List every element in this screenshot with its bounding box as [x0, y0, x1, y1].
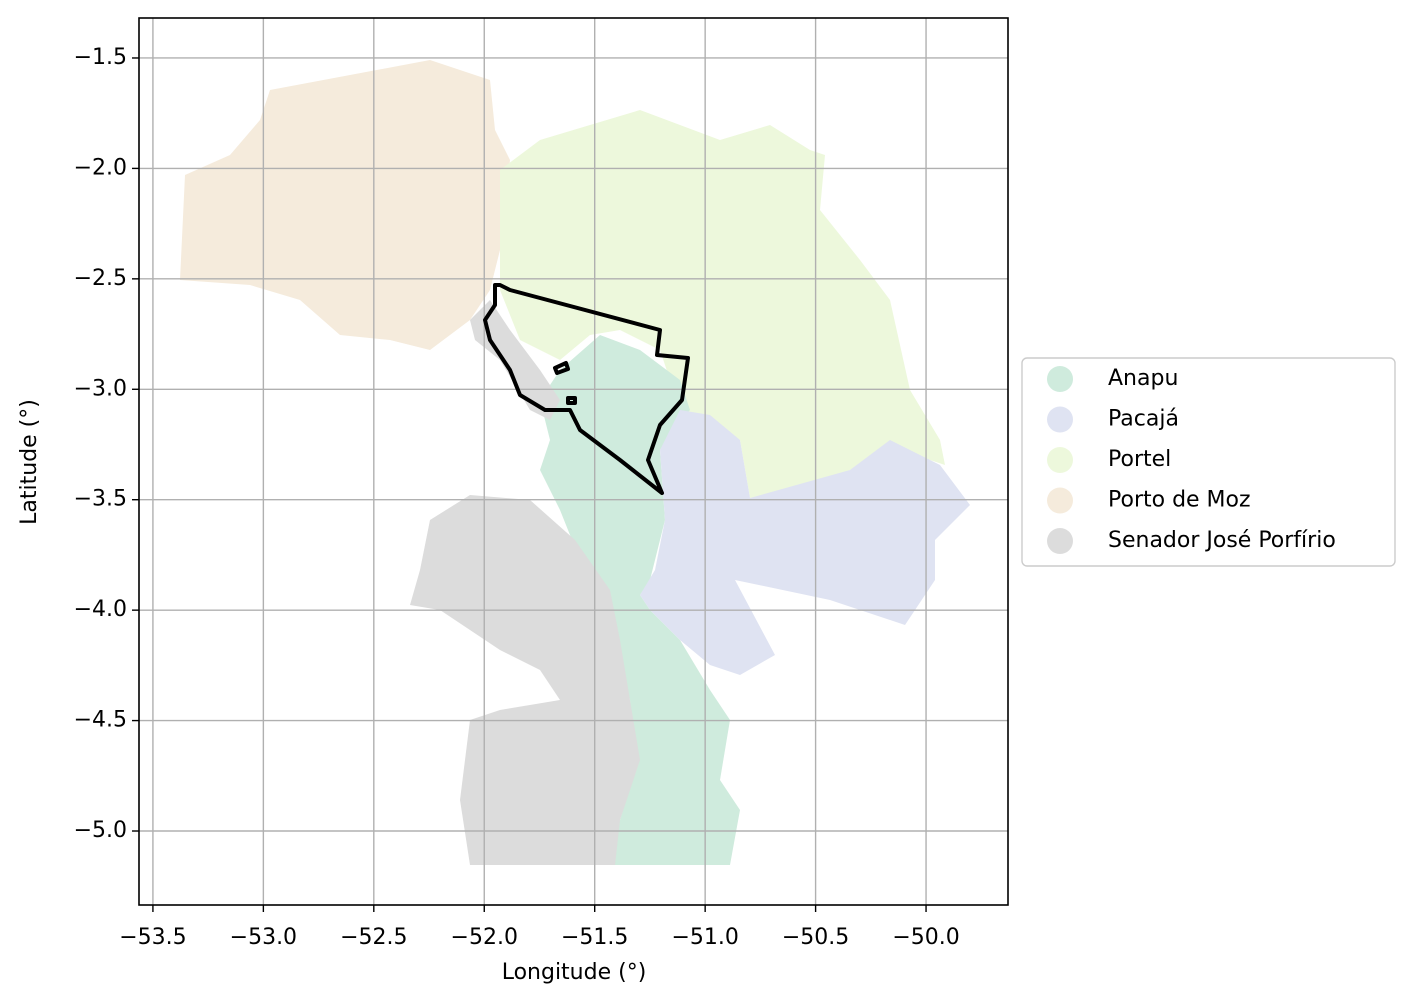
regions — [180, 60, 970, 865]
x-tick-label: −50.0 — [892, 925, 959, 950]
y-tick-label: −1.5 — [74, 45, 127, 70]
boundary-island — [566, 396, 577, 405]
y-tick-label: −4.0 — [74, 597, 127, 622]
x-tick-label: −51.0 — [671, 925, 738, 950]
legend-marker — [1047, 366, 1073, 392]
grid — [139, 18, 1008, 905]
legend-label: Portel — [1108, 447, 1171, 472]
x-tick-label: −50.5 — [782, 925, 849, 950]
legend-marker — [1047, 528, 1073, 554]
region-senador — [410, 495, 640, 865]
region-anapu — [540, 335, 740, 865]
y-tick-label: −2.0 — [74, 155, 127, 180]
y-tick-label: −3.5 — [74, 487, 127, 512]
x-tick-label: −52.0 — [451, 925, 518, 950]
legend-marker — [1047, 487, 1073, 514]
legend-label: Pacajá — [1108, 407, 1179, 432]
legend-marker — [1047, 406, 1073, 433]
legend-marker — [1047, 447, 1073, 473]
y-axis-label: Latitude (°) — [17, 399, 42, 525]
axes-frame — [138, 17, 1009, 906]
y-tick-label: −4.5 — [74, 708, 127, 733]
boundary-outline — [483, 283, 690, 495]
y-tick-label: −3.0 — [74, 376, 127, 401]
legend-label: Anapu — [1108, 366, 1178, 391]
region-senador-north — [470, 300, 560, 420]
region-portel — [500, 110, 945, 498]
x-tick-label: −51.5 — [561, 925, 628, 950]
region-pacaja — [640, 410, 970, 675]
legend-label: Senador José Porfírio — [1108, 528, 1336, 553]
boundary-island — [553, 361, 570, 375]
x-axis-label: Longitude (°) — [502, 960, 647, 985]
x-tick-label: −53.5 — [119, 925, 186, 950]
x-tick-label: −52.5 — [340, 925, 407, 950]
legend-box — [1021, 357, 1396, 567]
y-tick-label: −2.5 — [74, 266, 127, 291]
x-tick-label: −53.0 — [230, 925, 297, 950]
legend: Anapu Pacajá Portel Porto de Moz Senador Jos… — [1047, 366, 1336, 554]
y-tick-label: −5.0 — [74, 818, 127, 843]
outline — [483, 283, 690, 495]
legend-label: Porto de Moz — [1108, 488, 1251, 513]
region-porto-de-moz — [180, 60, 510, 350]
